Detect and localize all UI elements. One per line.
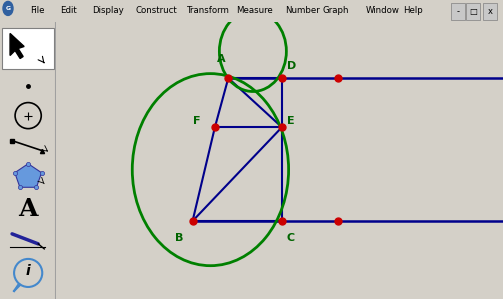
Text: -: - — [457, 7, 460, 16]
Text: F: F — [194, 116, 201, 126]
Text: Graph: Graph — [323, 6, 350, 15]
Text: Construct: Construct — [136, 6, 178, 15]
Text: D: D — [287, 61, 296, 71]
Bar — [483, 3, 497, 20]
Text: E: E — [287, 116, 295, 126]
Text: Window: Window — [366, 6, 400, 15]
Circle shape — [3, 1, 13, 16]
Text: Edit: Edit — [60, 6, 77, 15]
Text: Help: Help — [403, 6, 423, 15]
Text: x: x — [487, 7, 492, 16]
Bar — [466, 3, 480, 20]
Text: Number: Number — [285, 6, 320, 15]
Text: File: File — [30, 6, 44, 15]
Bar — [451, 3, 465, 20]
Bar — [2, 28, 54, 68]
Text: i: i — [26, 264, 31, 278]
Text: Transform: Transform — [187, 6, 230, 15]
Text: Display: Display — [92, 6, 124, 15]
Text: A: A — [217, 54, 226, 65]
Polygon shape — [10, 33, 24, 59]
Text: Measure: Measure — [236, 6, 273, 15]
Text: G: G — [6, 6, 11, 11]
Polygon shape — [15, 164, 42, 187]
Text: B: B — [175, 233, 183, 243]
Text: C: C — [286, 233, 294, 243]
Text: □: □ — [469, 7, 477, 16]
Text: A: A — [19, 197, 38, 221]
